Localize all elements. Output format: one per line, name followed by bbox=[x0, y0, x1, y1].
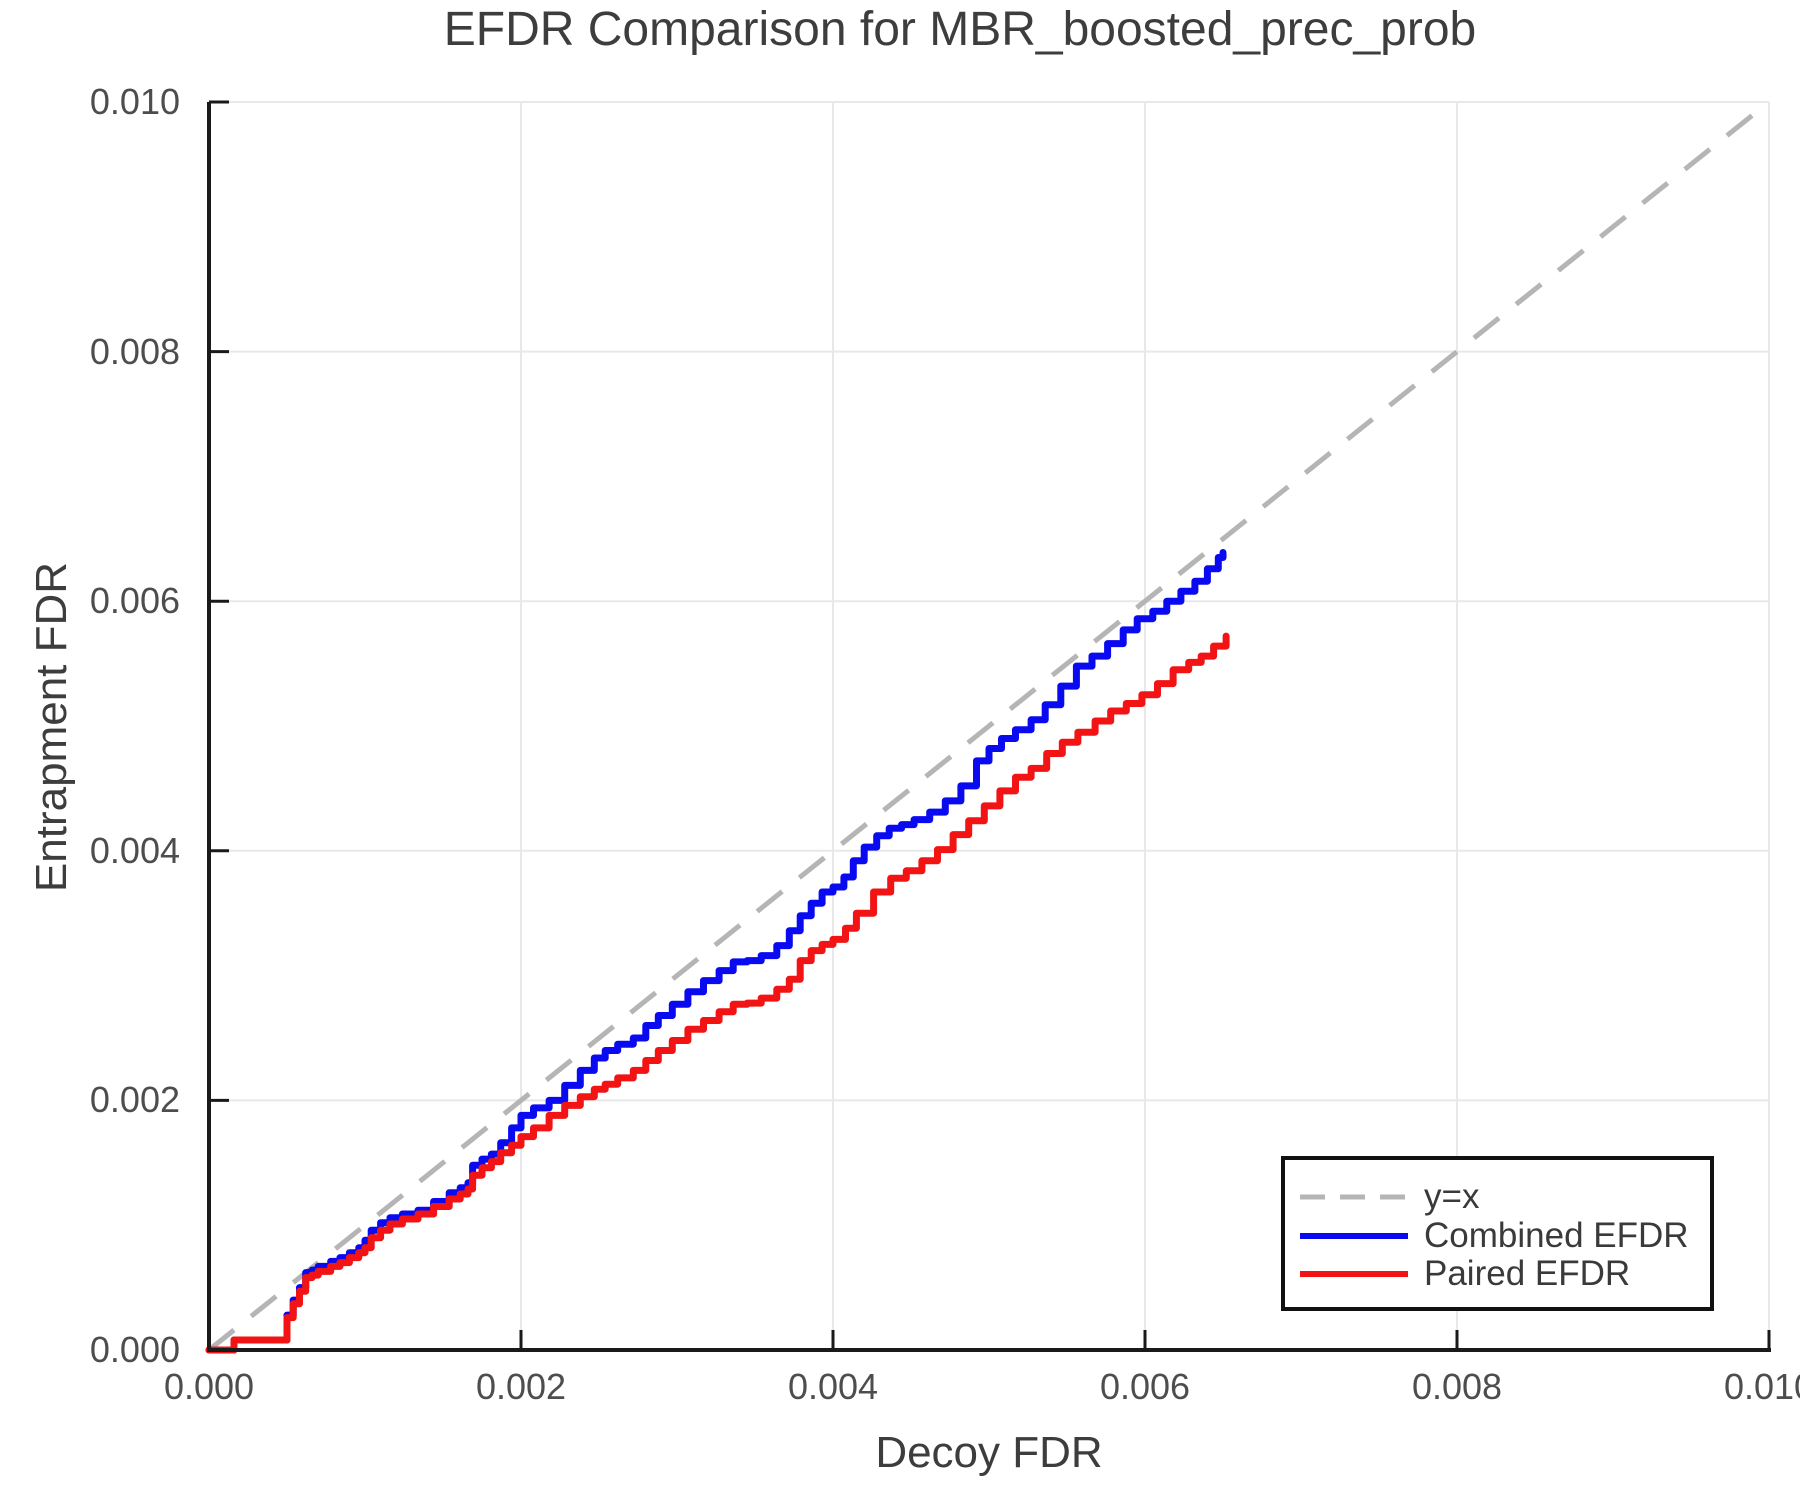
legend-label-yx: y=x bbox=[1424, 1177, 1480, 1216]
x-tick-label: 0.004 bbox=[787, 1366, 879, 1407]
y-tick-label: 0.000 bbox=[89, 1329, 180, 1370]
y-tick-label: 0.008 bbox=[89, 330, 180, 372]
y-axis-label: Entrapment FDR bbox=[27, 561, 76, 893]
y-tick-label: 0.010 bbox=[89, 81, 180, 122]
series-line-paired-efdr bbox=[205, 632, 1230, 1354]
x-axis-label: Decoy FDR bbox=[875, 1428, 1103, 1477]
x-tick-label: 0.010 bbox=[1723, 1366, 1800, 1407]
legend-label-combined-efdr: Combined EFDR bbox=[1424, 1216, 1689, 1255]
gridlines bbox=[209, 101, 1770, 1350]
reference-line-y-equals-x bbox=[207, 100, 1771, 1352]
y-tick-label: 0.006 bbox=[89, 580, 180, 622]
data-series-lines bbox=[205, 549, 1230, 1354]
legend-box bbox=[1281, 1156, 1714, 1311]
chart-title: EFDR Comparison for MBR_boosted_prec_pro… bbox=[443, 3, 1477, 56]
x-tick-label: 0.000 bbox=[163, 1366, 255, 1407]
legend-label-paired-efdr: Paired EFDR bbox=[1424, 1254, 1631, 1293]
y-equals-x-reference-line bbox=[207, 100, 1771, 1352]
x-tick-label: 0.006 bbox=[1099, 1366, 1191, 1407]
y-tick-label: 0.004 bbox=[89, 829, 180, 871]
axes-spines bbox=[207, 102, 1771, 1352]
x-tick-label: 0.008 bbox=[1411, 1366, 1503, 1407]
y-tick-label: 0.002 bbox=[89, 1079, 180, 1121]
x-tick-label: 0.002 bbox=[475, 1366, 567, 1407]
tick-marks bbox=[207, 100, 1771, 1352]
